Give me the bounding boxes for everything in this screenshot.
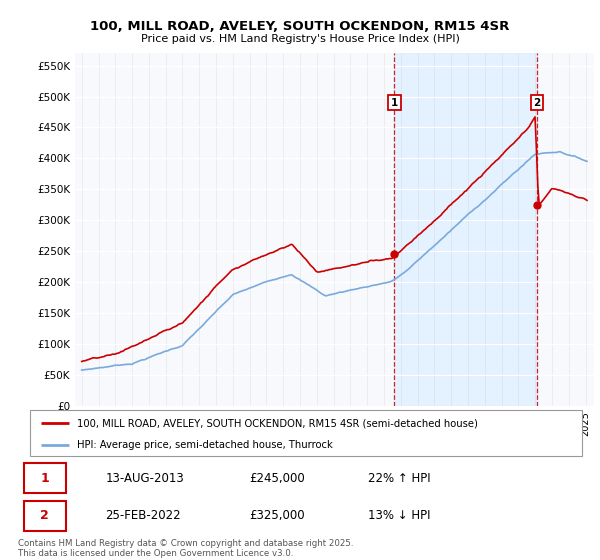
Text: HPI: Average price, semi-detached house, Thurrock: HPI: Average price, semi-detached house,… [77,440,332,450]
Text: 25-FEB-2022: 25-FEB-2022 [106,510,181,522]
Text: 2: 2 [40,510,49,522]
Text: 100, MILL ROAD, AVELEY, SOUTH OCKENDON, RM15 4SR (semi-detached house): 100, MILL ROAD, AVELEY, SOUTH OCKENDON, … [77,418,478,428]
Text: Price paid vs. HM Land Registry's House Price Index (HPI): Price paid vs. HM Land Registry's House … [140,34,460,44]
Text: 22% ↑ HPI: 22% ↑ HPI [368,472,430,484]
Text: 13% ↓ HPI: 13% ↓ HPI [368,510,430,522]
Text: 2: 2 [533,97,541,108]
Bar [394,53,537,406]
Text: 100, MILL ROAD, AVELEY, SOUTH OCKENDON, RM15 4SR: 100, MILL ROAD, AVELEY, SOUTH OCKENDON, … [91,20,509,32]
Text: 1: 1 [391,97,398,108]
FancyBboxPatch shape [23,501,66,531]
Text: £325,000: £325,000 [249,510,305,522]
Text: 1: 1 [40,472,49,484]
FancyBboxPatch shape [23,463,66,493]
Text: 13-AUG-2013: 13-AUG-2013 [106,472,184,484]
Text: £245,000: £245,000 [249,472,305,484]
FancyBboxPatch shape [30,410,582,456]
Text: Contains HM Land Registry data © Crown copyright and database right 2025.
This d: Contains HM Land Registry data © Crown c… [18,539,353,558]
